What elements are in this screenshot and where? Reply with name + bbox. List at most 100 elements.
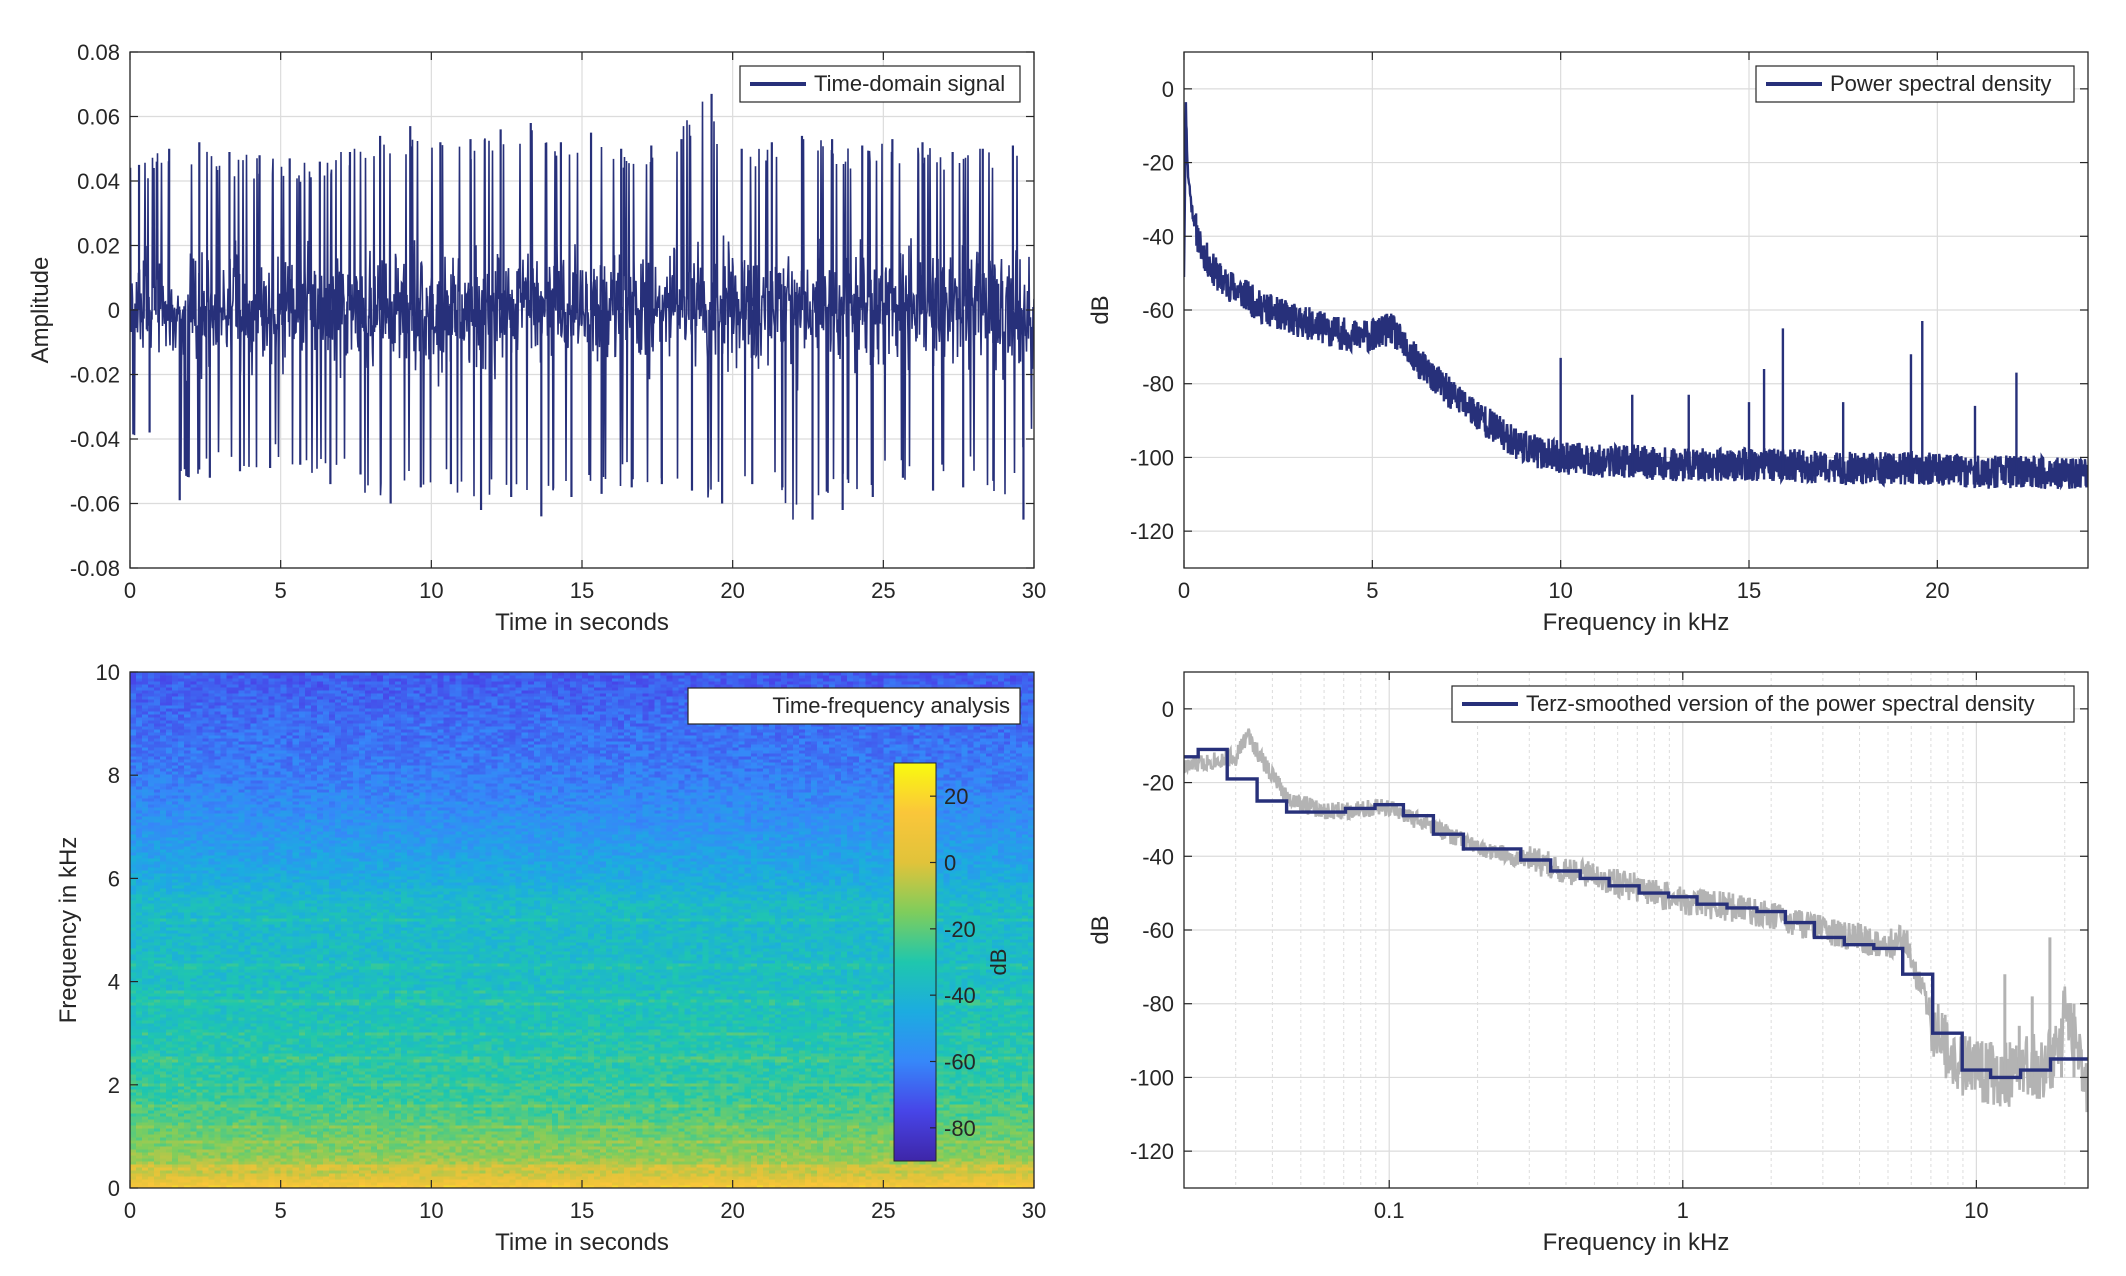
heatmap-cell (786, 1176, 794, 1180)
heatmap-cell (883, 1179, 890, 1183)
heatmap-cell (160, 1152, 167, 1156)
heatmap-cell (1027, 1161, 1035, 1165)
heatmap-cell (798, 1182, 806, 1186)
heatmap-cell (521, 1185, 529, 1189)
heatmap-cell (172, 1179, 179, 1183)
heatmap-cell (1009, 1167, 1017, 1171)
heatmap-cell (708, 1164, 716, 1168)
heatmap-cell (889, 1164, 896, 1168)
heatmap-cell (1027, 1164, 1035, 1168)
heatmap-cell (202, 1182, 209, 1186)
heatmap-cell (829, 1170, 836, 1174)
heatmap-cell (985, 1167, 993, 1171)
heatmap-cell (690, 1170, 698, 1174)
heatmap-cell (377, 1158, 384, 1162)
heatmap-cell (479, 1164, 487, 1168)
heatmap-cell (377, 1167, 384, 1171)
heatmap-cell (811, 1155, 818, 1159)
heatmap-cell (913, 1176, 921, 1180)
heatmap-cell (798, 1170, 806, 1174)
y-axis-label: dB (1087, 295, 1114, 324)
heatmap-cell (756, 1176, 764, 1180)
heatmap-cell (371, 1164, 378, 1168)
heatmap-cell (991, 1179, 999, 1183)
heatmap-cell (557, 1185, 565, 1189)
heatmap-cell (214, 1167, 221, 1171)
heatmap-cell (774, 1155, 782, 1159)
heatmap-cell (334, 1167, 342, 1171)
heatmap-cell (630, 1173, 637, 1177)
heatmap-cell (859, 1158, 866, 1162)
heatmap-cell (726, 1173, 734, 1177)
heatmap-cell (455, 1173, 463, 1177)
heatmap-cell (533, 1185, 541, 1189)
heatmap-cell (768, 1167, 776, 1171)
heatmap-cell (798, 1176, 806, 1180)
heatmap-cell (142, 1164, 149, 1168)
heatmap-cell (515, 1182, 523, 1186)
heatmap-cell (967, 1176, 975, 1180)
heatmap-cell (226, 1167, 234, 1171)
heatmap-cell (961, 1167, 969, 1171)
heatmap-cell (371, 1170, 378, 1174)
heatmap-cell (359, 1182, 366, 1186)
heatmap-cell (443, 1152, 451, 1156)
heatmap-cell (256, 1167, 264, 1171)
heatmap-cell (443, 1182, 451, 1186)
heatmap-cell (190, 1182, 197, 1186)
heatmap-cell (841, 1185, 848, 1189)
heatmap-cell (479, 1161, 487, 1165)
y-tick-label: 0 (108, 298, 120, 323)
heatmap-cell (304, 1152, 312, 1156)
heatmap-cell (612, 1155, 619, 1159)
heatmap-cell (841, 1167, 848, 1171)
heatmap-cell (588, 1152, 595, 1156)
heatmap-cell (220, 1158, 228, 1162)
heatmap-cell (575, 1170, 583, 1174)
heatmap-cell (780, 1185, 788, 1189)
heatmap-cell (352, 1185, 360, 1189)
heatmap-cell (286, 1170, 294, 1174)
heatmap-cell (352, 1164, 360, 1168)
heatmap-cell (389, 1164, 396, 1168)
heatmap-cell (612, 1176, 619, 1180)
heatmap-cell (340, 1170, 348, 1174)
heatmap-cell (389, 1161, 396, 1165)
heatmap-cell (684, 1182, 692, 1186)
heatmap-cell (527, 1161, 535, 1165)
heatmap-cell (967, 1158, 975, 1162)
heatmap-cell (708, 1158, 716, 1162)
heatmap-cell (907, 1182, 915, 1186)
x-tick-label: 0 (1178, 578, 1190, 603)
heatmap-cell (515, 1161, 523, 1165)
heatmap-cell (654, 1179, 661, 1183)
heatmap-cell (449, 1152, 457, 1156)
legend: Power spectral density (1755, 65, 2075, 103)
heatmap-cell (551, 1167, 559, 1171)
heatmap-cell (786, 1155, 794, 1159)
heatmap-cell (202, 1170, 209, 1174)
heatmap-cell (431, 1158, 438, 1162)
heatmap-cell (160, 1179, 167, 1183)
heatmap-cell (527, 1152, 535, 1156)
heatmap-cell (1027, 1185, 1035, 1189)
heatmap-cell (901, 1182, 909, 1186)
heatmap-cell (696, 1167, 704, 1171)
heatmap-cell (925, 1182, 933, 1186)
heatmap-cell (804, 1161, 812, 1165)
heatmap-cell (708, 1173, 716, 1177)
heatmap-cell (154, 1185, 161, 1189)
heatmap-cell (600, 1179, 607, 1183)
heatmap-cell (545, 1155, 553, 1159)
heatmap-cell (533, 1170, 541, 1174)
series-line-power-spectral-density (1184, 102, 2088, 491)
heatmap-cell (991, 1155, 999, 1159)
heatmap-cell (732, 1179, 740, 1183)
heatmap-cell (509, 1176, 517, 1180)
heatmap-cell (582, 1164, 589, 1168)
heatmap-cell (804, 1182, 812, 1186)
heatmap-cell (184, 1179, 191, 1183)
heatmap-cell (533, 1173, 541, 1177)
heatmap-cell (967, 1185, 975, 1189)
heatmap-cell (485, 1170, 493, 1174)
